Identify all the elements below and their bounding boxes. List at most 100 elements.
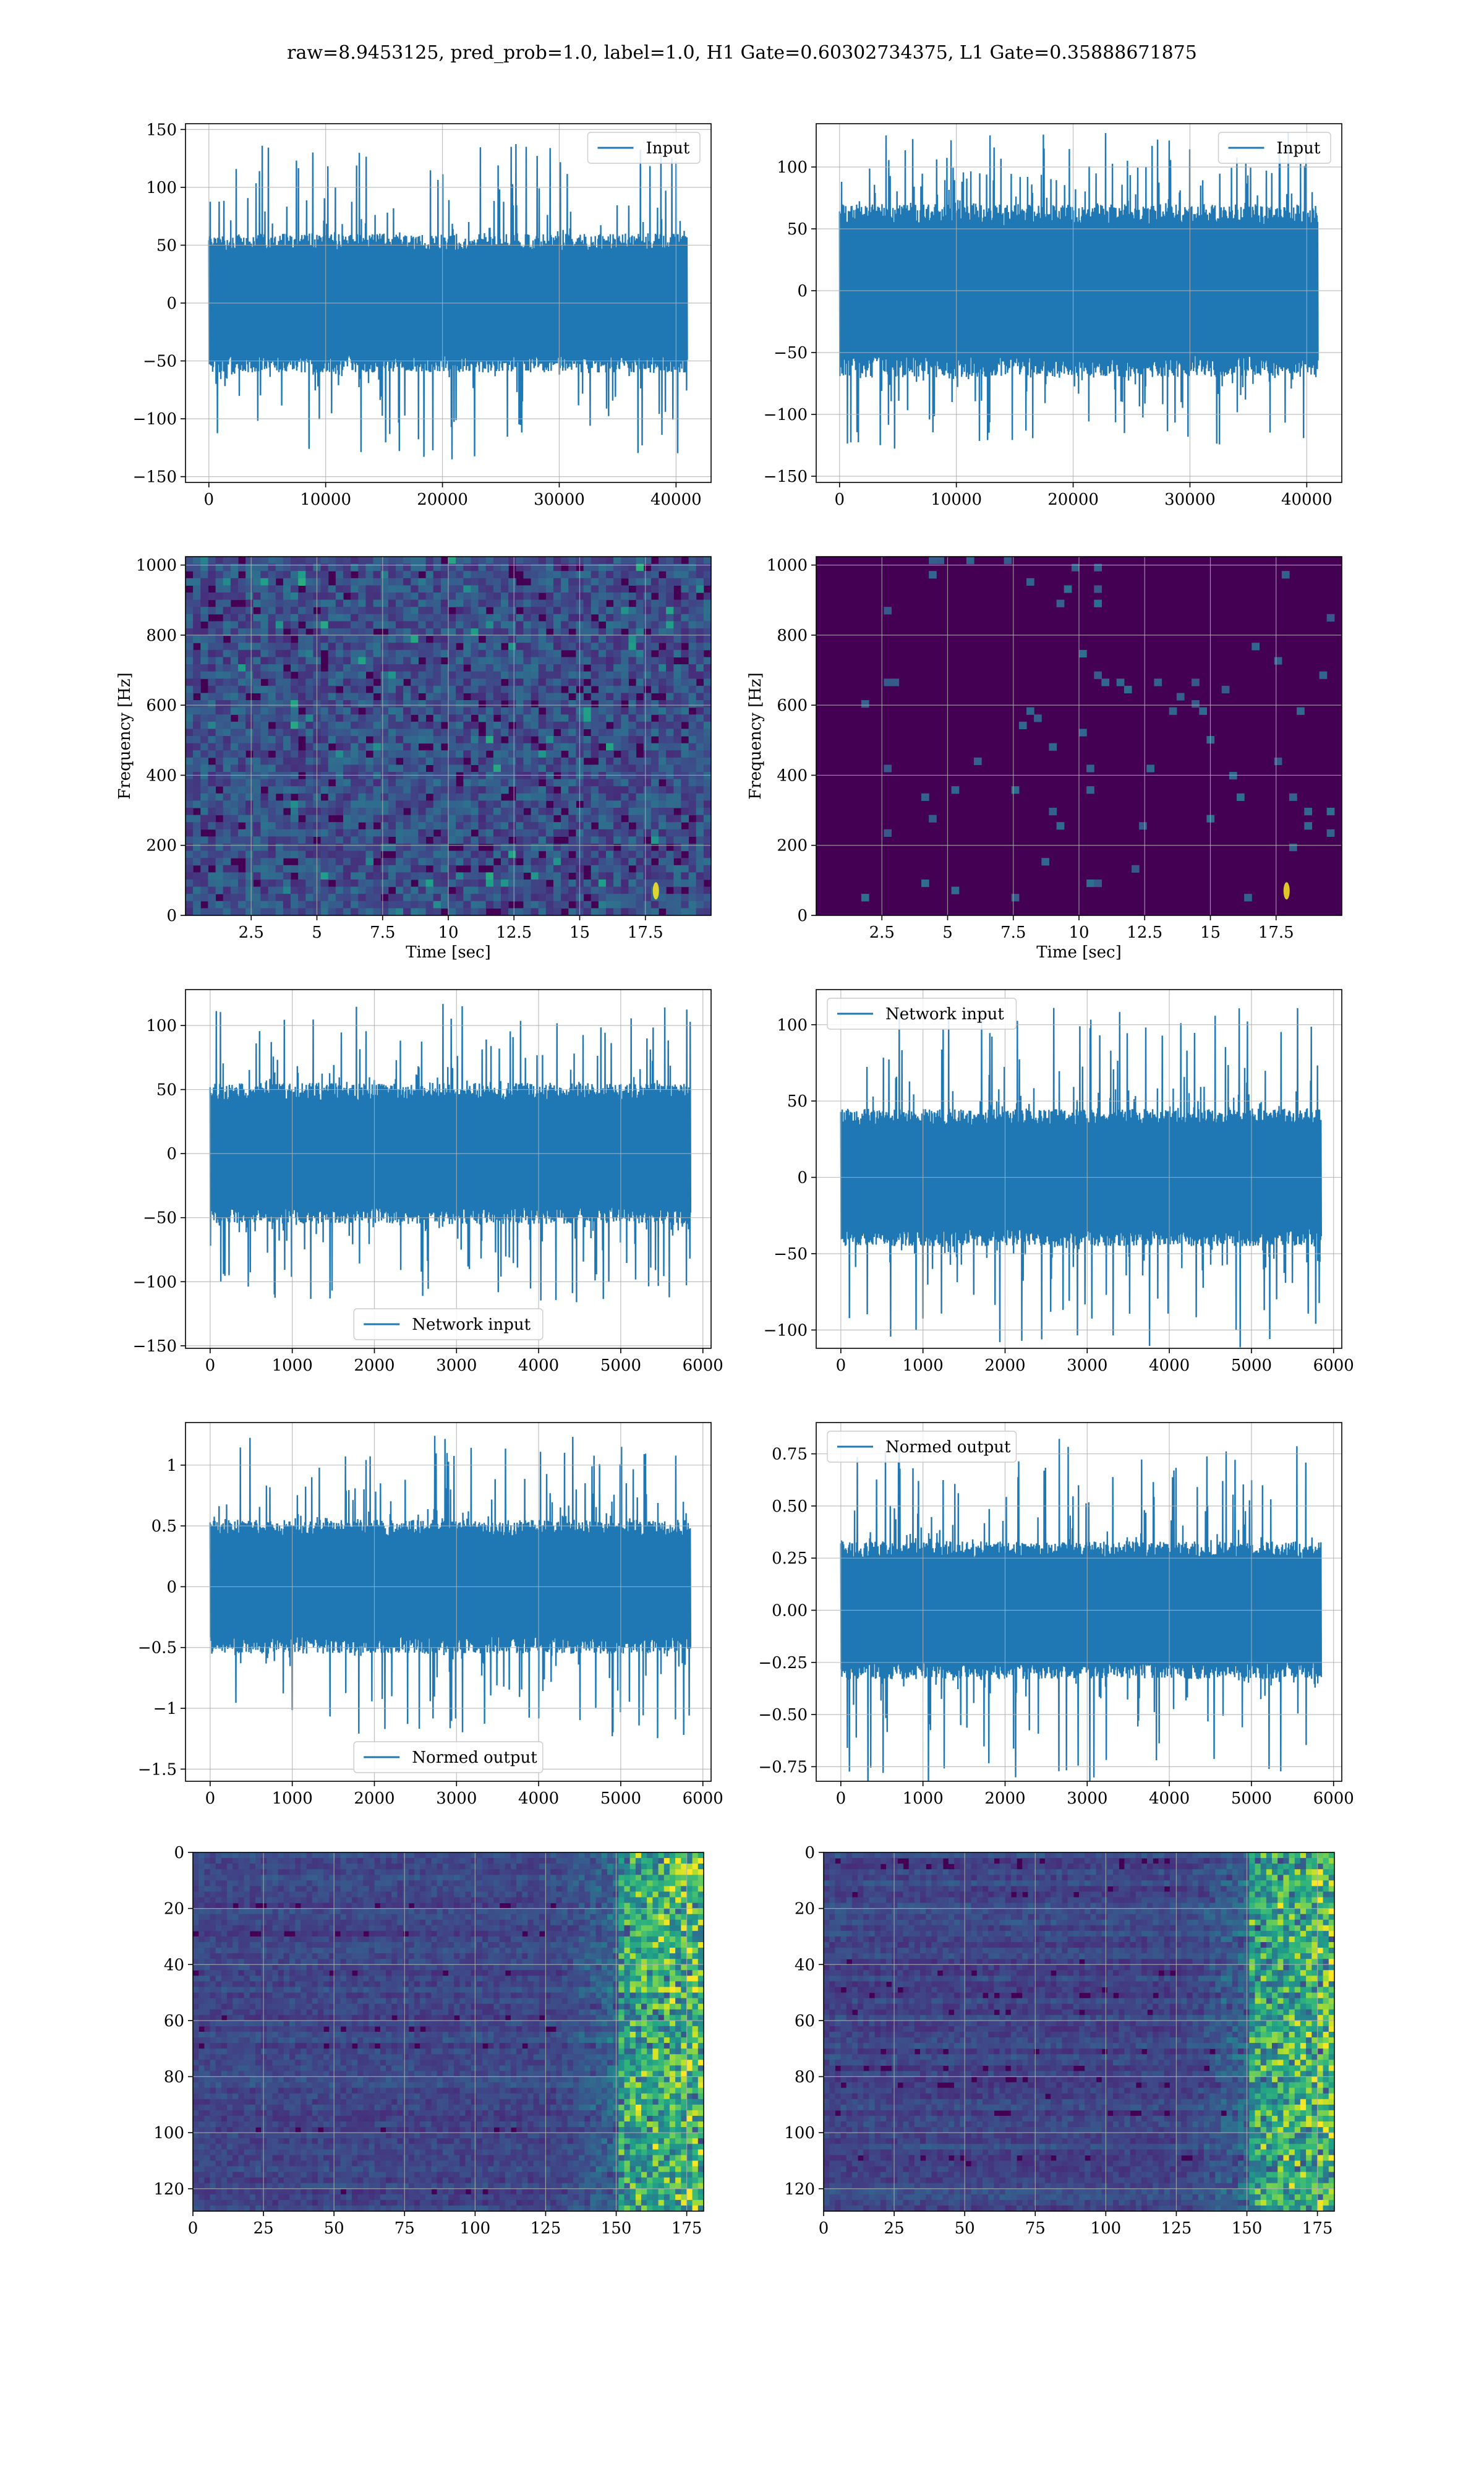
l1-spectrogram-xtick-label: 2.5	[869, 923, 895, 942]
l1-network-input-axes: 0 1000 2000 3000 4000 5000 6000 −100 −50 0 50 100 Ne…	[764, 989, 1354, 1375]
h1-network-input-ytick-label: 50	[156, 1081, 177, 1100]
h1-network-input-xtick-label: 6000	[683, 1356, 723, 1375]
l1-qtransform-axes: 0 25 50 75 100 125 150 175 0 20 40 60 80 100 120	[784, 1844, 1335, 2238]
h1-input-legend: Input	[587, 132, 701, 164]
l1-spectrogram-ytick-label: 600	[777, 696, 808, 715]
h1-input-ytick-label: 100	[146, 179, 177, 197]
l1-input-ytick-label: 50	[787, 220, 808, 239]
l1-network-input-ytick-label: 50	[787, 1092, 808, 1111]
h1-spectrogram-xtick-label: 10	[438, 923, 458, 942]
h1-network-input-axes: 0 1000 2000 3000 4000 5000 6000 −150 −100 −50 0 50 1…	[133, 989, 723, 1375]
h1-spectrogram-ytick-label: 1000	[136, 557, 177, 575]
h1-qtransform-ytick-label: 100	[153, 2124, 184, 2142]
h1-network-input-xtick-label: 0	[205, 1356, 216, 1375]
h1-spectrogram-xtick-label: 17.5	[628, 923, 663, 942]
l1-input-ytick-label: −100	[764, 406, 808, 424]
l1-qtransform-ytick-label: 80	[795, 2068, 815, 2087]
h1-qtransform-axes: 0 25 50 75 100 125 150 175 0 20 40 60 80 100 120	[153, 1844, 704, 2238]
l1-spectrogram-xtick-label: 5	[942, 923, 953, 942]
l1-qtransform-xtick-label: 175	[1302, 2219, 1333, 2238]
l1-normed-output-legend-label: Normed output	[885, 1438, 1011, 1457]
h1-spectrogram-xlabel: Time [sec]	[406, 943, 491, 962]
l1-input-xtick-label: 20000	[1047, 490, 1099, 509]
h1-input-xtick-label: 30000	[534, 490, 585, 509]
h1-qtransform-ytick-label: 60	[164, 2012, 184, 2031]
h1-network-input-frame	[185, 989, 712, 1349]
h1-qtransform-plot-area	[193, 1852, 704, 2211]
h1-qtransform-xtick-label: 75	[394, 2219, 415, 2238]
h1-input-series-line	[208, 143, 688, 460]
h1-network-input-legend: Network input	[353, 1308, 544, 1340]
l1-qtransform-frame	[823, 1852, 1335, 2212]
h1-input-plot-area	[208, 143, 688, 460]
h1-qtransform-ytick-label: 0	[174, 1844, 184, 1862]
h1-network-input-xtick-label: 2000	[354, 1356, 394, 1375]
l1-normed-output-ytick-label: 0.25	[772, 1549, 808, 1568]
l1-qtransform-xtick-label: 125	[1161, 2219, 1192, 2238]
l1-spectrogram-xtick-label: 10	[1068, 923, 1089, 942]
l1-qtransform-xtick-label: 75	[1025, 2219, 1046, 2238]
l1-input-ytick-label: −50	[774, 344, 808, 362]
h1-spectrogram-ytick-label: 0	[166, 907, 177, 925]
l1-input-series-line	[838, 132, 1319, 449]
l1-normed-output-xtick-label: 0	[836, 1789, 846, 1808]
h1-input-ytick-label: −50	[143, 353, 177, 371]
l1-input-axes: 0 10000 20000 30000 40000 −150 −100 −50 0 50 100 In…	[764, 123, 1342, 509]
l1-spectrogram-xlabel: Time [sec]	[1036, 943, 1122, 962]
l1-normed-output-plot-area	[840, 1439, 1322, 1781]
h1-qtransform-ytick-label: 80	[164, 2068, 184, 2087]
l1-input-ytick-label: 100	[777, 158, 808, 177]
l1-spectrogram-grid	[816, 557, 1342, 916]
l1-qtransform-ytick-label: 60	[795, 2012, 815, 2031]
l1-normed-output-grid	[816, 1423, 1342, 1781]
h1-normed-output-xtick-label: 1000	[272, 1789, 313, 1808]
h1-input-ytick-label: −150	[133, 468, 177, 487]
l1-normed-output-ytick-label: 0.50	[772, 1497, 808, 1516]
h1-spectrogram-ytick-label: 800	[146, 627, 177, 645]
h1-spectrogram-chirp-blip	[652, 882, 659, 900]
h1-network-input-ytick-label: 100	[146, 1017, 177, 1035]
h1-network-input-xtick-label: 1000	[272, 1356, 313, 1375]
h1-network-input-series-line	[209, 1004, 691, 1303]
h1-spectrogram-xtick-label: 7.5	[370, 923, 395, 942]
l1-normed-output-ytick-label: −0.25	[758, 1654, 808, 1672]
h1-network-input-ytick-label: −100	[133, 1273, 177, 1291]
l1-normed-output-xtick-label: 4000	[1149, 1789, 1190, 1808]
l1-qtransform-plot-area	[824, 1852, 1334, 2211]
l1-normed-output-ytick-label: 0.75	[772, 1445, 808, 1464]
h1-normed-output-frame	[185, 1422, 712, 1782]
l1-qtransform-xtick-label: 150	[1232, 2219, 1263, 2238]
l1-spectrogram-ytick-label: 200	[777, 837, 808, 855]
h1-qtransform-ytick-label: 120	[153, 2180, 184, 2199]
h1-qtransform-xtick-label: 150	[601, 2219, 632, 2238]
l1-normed-output-xtick-label: 6000	[1313, 1789, 1354, 1808]
h1-network-input-xtick-label: 3000	[436, 1356, 477, 1375]
h1-normed-output-ytick-label: 0	[166, 1578, 177, 1596]
h1-qtransform-ytick-label: 40	[164, 1956, 184, 1974]
h1-network-input-legend-label: Network input	[412, 1316, 531, 1334]
h1-spectrogram-heatmap-cells	[186, 557, 711, 915]
l1-normed-output-ytick-label: 0.00	[772, 1601, 808, 1620]
h1-normed-output-xtick-label: 3000	[436, 1789, 477, 1808]
l1-spectrogram-xtick-label: 12.5	[1127, 923, 1162, 942]
l1-input-xtick-label: 30000	[1164, 490, 1216, 509]
h1-qtransform-heatmap-cells	[193, 1852, 704, 2211]
h1-normed-output-ytick-label: 0.5	[151, 1517, 177, 1536]
l1-network-input-ytick-label: 100	[777, 1016, 808, 1035]
l1-spectrogram-xtick-label: 7.5	[1000, 923, 1026, 942]
l1-network-input-legend: Network input	[827, 998, 1017, 1030]
h1-normed-output-ytick-label: −1	[153, 1700, 177, 1718]
h1-network-input-ytick-label: −150	[133, 1337, 177, 1356]
l1-network-input-xtick-label: 0	[836, 1356, 846, 1375]
l1-network-input-xtick-label: 5000	[1231, 1356, 1272, 1375]
h1-network-input-plot-area	[209, 1004, 691, 1303]
l1-spectrogram-axes: 2.5 5 7.5 10 12.5 15 17.5 0 200 400 600 800 1000 Time…	[746, 556, 1342, 962]
h1-input-axes: 0 10000 20000 30000 40000 −150 −100 −50 0 50 100 15…	[133, 121, 712, 509]
l1-input-ytick-label: 0	[797, 282, 808, 301]
l1-input-xtick-label: 10000	[931, 490, 982, 509]
l1-normed-output-ytick-label: −0.75	[758, 1758, 808, 1776]
h1-input-ytick-label: 50	[156, 236, 177, 255]
l1-spectrogram-xtick-label: 17.5	[1258, 923, 1294, 942]
h1-network-input-xtick-label: 4000	[518, 1356, 559, 1375]
